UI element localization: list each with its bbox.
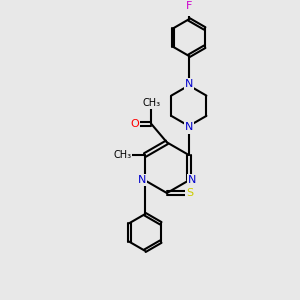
Text: S: S <box>186 188 193 198</box>
Text: CH₃: CH₃ <box>113 150 131 160</box>
Text: CH₃: CH₃ <box>142 98 160 108</box>
Text: N: N <box>185 122 193 132</box>
Text: N: N <box>185 79 193 89</box>
Text: N: N <box>188 176 196 185</box>
Text: F: F <box>186 1 192 11</box>
Text: N: N <box>137 176 146 185</box>
Text: O: O <box>130 119 139 129</box>
